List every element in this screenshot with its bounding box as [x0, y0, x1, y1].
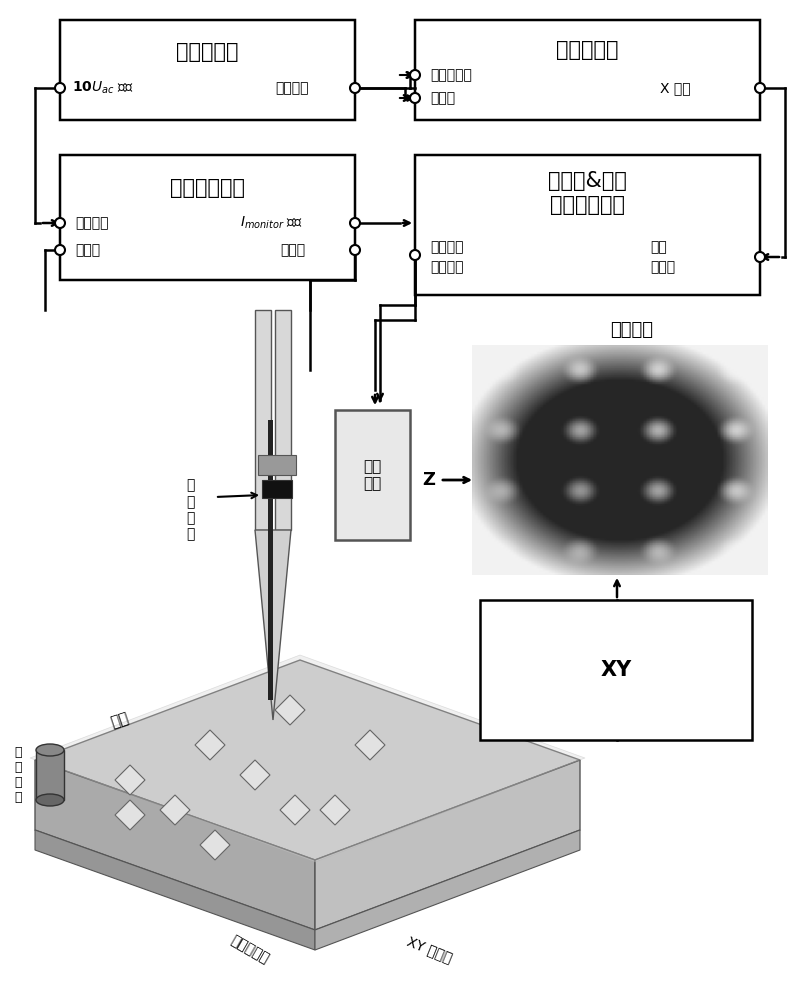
Text: XY: XY [600, 660, 632, 680]
Text: 压电陶瓷: 压电陶瓷 [430, 240, 463, 254]
Polygon shape [315, 760, 580, 930]
Text: 三维形貌: 三维形貌 [610, 321, 653, 339]
Text: 外加电压: 外加电压 [75, 216, 109, 230]
Circle shape [55, 245, 65, 255]
Text: 电解质溶液: 电解质溶液 [228, 933, 272, 967]
FancyBboxPatch shape [60, 155, 355, 280]
Polygon shape [280, 795, 310, 825]
Text: 膜片钳放大器: 膜片钳放大器 [170, 178, 245, 198]
Polygon shape [115, 800, 145, 830]
Bar [335, 410, 410, 540]
Ellipse shape [36, 794, 64, 806]
Text: 10$U_{ac}$ 输出: 10$U_{ac}$ 输出 [72, 80, 134, 96]
Text: 控制器&压电
陶瓷功放电路: 控制器&压电 陶瓷功放电路 [548, 171, 627, 215]
Polygon shape [320, 795, 350, 825]
Polygon shape [200, 830, 230, 860]
Text: 接地端: 接地端 [75, 243, 100, 257]
Text: 工
作
电
极: 工 作 电 极 [186, 479, 194, 541]
Polygon shape [315, 830, 580, 950]
Text: 参考信号端: 参考信号端 [430, 68, 472, 82]
Bar [36, 750, 64, 800]
Text: 参考信号: 参考信号 [275, 81, 309, 95]
Ellipse shape [36, 744, 64, 756]
Polygon shape [240, 760, 270, 790]
FancyBboxPatch shape [415, 155, 760, 295]
Polygon shape [195, 730, 225, 760]
Polygon shape [35, 760, 315, 930]
Polygon shape [35, 660, 580, 860]
Polygon shape [115, 765, 145, 795]
Text: 信号端: 信号端 [430, 91, 455, 105]
Text: 驱动电压: 驱动电压 [430, 260, 463, 274]
Circle shape [755, 252, 765, 262]
FancyBboxPatch shape [60, 20, 355, 120]
Bar [268, 420, 273, 700]
Text: 输入量: 输入量 [650, 260, 675, 274]
Bar [262, 480, 292, 498]
Text: 锁相放大器: 锁相放大器 [556, 40, 618, 60]
Circle shape [350, 218, 360, 228]
Polygon shape [255, 530, 291, 720]
Text: 参
比
电
极: 参 比 电 极 [14, 746, 22, 804]
Text: 控制: 控制 [650, 240, 666, 254]
Circle shape [350, 245, 360, 255]
Circle shape [55, 218, 65, 228]
Circle shape [55, 83, 65, 93]
Text: 探头端: 探头端 [280, 243, 305, 257]
Text: $I_{monitor}$ 输出: $I_{monitor}$ 输出 [240, 215, 303, 231]
FancyBboxPatch shape [415, 20, 760, 120]
Circle shape [410, 93, 420, 103]
Circle shape [350, 83, 360, 93]
Text: 样品: 样品 [109, 710, 131, 730]
Bar [255, 310, 271, 530]
Bar [275, 310, 291, 530]
Text: 压电
陶瓷: 压电 陶瓷 [363, 459, 382, 491]
Polygon shape [35, 830, 315, 950]
Polygon shape [160, 795, 190, 825]
Text: XY 扫描头: XY 扫描头 [406, 935, 454, 965]
Circle shape [755, 83, 765, 93]
Text: X 输出: X 输出 [660, 81, 690, 95]
Polygon shape [30, 655, 585, 862]
Text: 信号发生器: 信号发生器 [176, 42, 238, 62]
Circle shape [410, 250, 420, 260]
Polygon shape [275, 695, 305, 725]
Text: Z: Z [422, 471, 435, 489]
Bar [258, 455, 296, 475]
Polygon shape [355, 730, 385, 760]
Circle shape [410, 70, 420, 80]
